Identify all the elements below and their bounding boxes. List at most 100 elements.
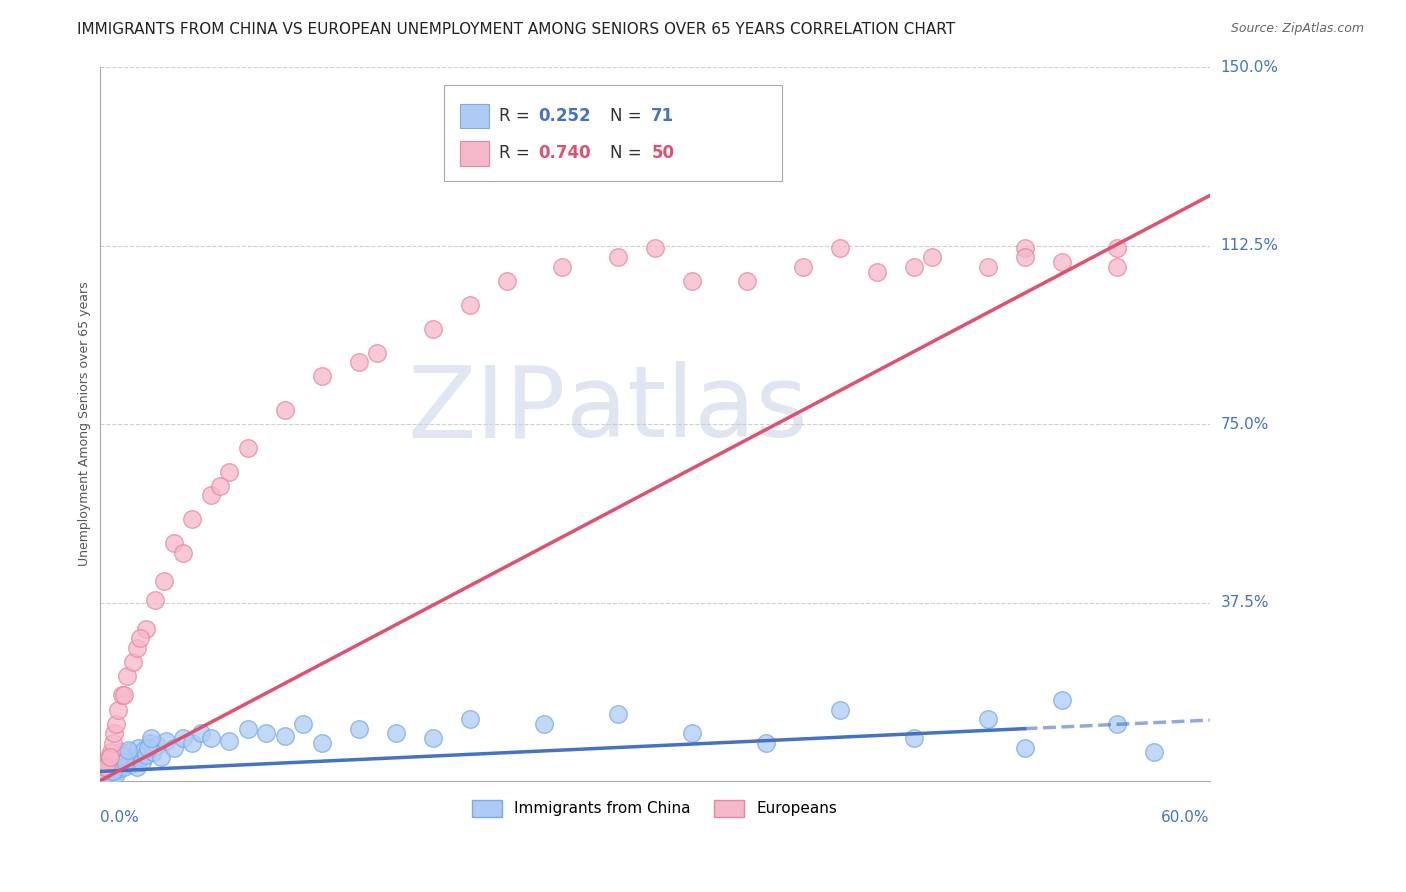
Point bbox=[208, 479, 231, 493]
Point bbox=[101, 736, 124, 750]
Point bbox=[117, 755, 139, 769]
Point bbox=[181, 512, 204, 526]
Point bbox=[96, 767, 118, 781]
Point bbox=[141, 731, 163, 746]
Point bbox=[118, 746, 141, 760]
Point bbox=[122, 750, 145, 764]
Point bbox=[98, 750, 121, 764]
Point bbox=[1014, 740, 1036, 755]
Point bbox=[273, 402, 295, 417]
Point bbox=[1014, 241, 1036, 255]
Point bbox=[129, 631, 152, 645]
Point bbox=[903, 731, 925, 746]
Point bbox=[218, 465, 240, 479]
Point bbox=[735, 274, 758, 288]
Point bbox=[101, 757, 124, 772]
Point bbox=[110, 747, 132, 762]
Point bbox=[129, 750, 152, 764]
FancyBboxPatch shape bbox=[460, 104, 489, 128]
Point bbox=[681, 274, 703, 288]
Point bbox=[162, 536, 184, 550]
Point bbox=[117, 743, 139, 757]
Point bbox=[153, 574, 176, 588]
Point bbox=[94, 767, 117, 781]
Point bbox=[149, 750, 172, 764]
Point bbox=[97, 762, 120, 776]
Point bbox=[1107, 241, 1129, 255]
Point bbox=[236, 441, 259, 455]
Text: 0.740: 0.740 bbox=[538, 144, 591, 161]
Point bbox=[101, 767, 124, 781]
Point bbox=[172, 731, 194, 746]
Point bbox=[135, 747, 157, 762]
Point bbox=[792, 260, 814, 274]
Point bbox=[865, 265, 887, 279]
Point bbox=[97, 750, 120, 764]
Point bbox=[551, 260, 574, 274]
Point bbox=[103, 764, 125, 779]
Point bbox=[105, 717, 128, 731]
Point bbox=[105, 760, 128, 774]
Point bbox=[458, 712, 481, 726]
Point bbox=[100, 746, 122, 760]
Point bbox=[190, 726, 212, 740]
Point bbox=[91, 764, 114, 779]
Text: 75.0%: 75.0% bbox=[1220, 417, 1270, 432]
Text: 50: 50 bbox=[651, 144, 675, 161]
Point bbox=[236, 722, 259, 736]
Point bbox=[138, 736, 160, 750]
Point bbox=[181, 736, 204, 750]
Point bbox=[755, 736, 778, 750]
Text: 150.0%: 150.0% bbox=[1220, 60, 1278, 75]
Point bbox=[921, 251, 943, 265]
Point bbox=[136, 740, 159, 755]
Point bbox=[120, 757, 142, 772]
Point bbox=[1107, 260, 1129, 274]
Point bbox=[112, 689, 135, 703]
Point bbox=[606, 251, 628, 265]
Point bbox=[384, 726, 406, 740]
Point bbox=[114, 747, 136, 762]
Text: N =: N = bbox=[610, 107, 647, 125]
Text: atlas: atlas bbox=[565, 361, 807, 458]
Point bbox=[495, 274, 517, 288]
Point bbox=[107, 762, 129, 776]
Point bbox=[903, 260, 925, 274]
Point bbox=[127, 740, 149, 755]
Point bbox=[1014, 251, 1036, 265]
Point bbox=[100, 762, 122, 776]
Point bbox=[347, 722, 370, 736]
Text: Source: ZipAtlas.com: Source: ZipAtlas.com bbox=[1230, 22, 1364, 36]
Text: 60.0%: 60.0% bbox=[1161, 810, 1209, 824]
Point bbox=[117, 669, 139, 683]
Point bbox=[124, 753, 146, 767]
Text: R =: R = bbox=[499, 107, 536, 125]
Point bbox=[94, 760, 117, 774]
Text: 0.0%: 0.0% bbox=[100, 810, 138, 824]
Point bbox=[100, 755, 122, 769]
Point bbox=[828, 241, 851, 255]
Point bbox=[146, 739, 169, 753]
FancyBboxPatch shape bbox=[460, 141, 489, 166]
Point bbox=[422, 731, 444, 746]
Point bbox=[112, 760, 135, 774]
Text: ZIP: ZIP bbox=[408, 361, 565, 458]
Point bbox=[94, 764, 117, 779]
Point bbox=[606, 707, 628, 722]
Point bbox=[122, 655, 145, 669]
Y-axis label: Unemployment Among Seniors over 65 years: Unemployment Among Seniors over 65 years bbox=[79, 282, 91, 566]
Point bbox=[347, 355, 370, 369]
Legend: Immigrants from China, Europeans: Immigrants from China, Europeans bbox=[465, 794, 844, 823]
Point bbox=[103, 726, 125, 740]
Text: 37.5%: 37.5% bbox=[1220, 595, 1270, 610]
Point bbox=[97, 769, 120, 783]
Text: IMMIGRANTS FROM CHINA VS EUROPEAN UNEMPLOYMENT AMONG SENIORS OVER 65 YEARS CORRE: IMMIGRANTS FROM CHINA VS EUROPEAN UNEMPL… bbox=[77, 22, 956, 37]
Point bbox=[1107, 717, 1129, 731]
Point bbox=[422, 322, 444, 336]
Point bbox=[125, 760, 148, 774]
Point bbox=[1050, 255, 1073, 269]
Point bbox=[103, 764, 125, 779]
Point bbox=[135, 622, 157, 636]
Point bbox=[976, 712, 998, 726]
Point bbox=[142, 746, 165, 760]
